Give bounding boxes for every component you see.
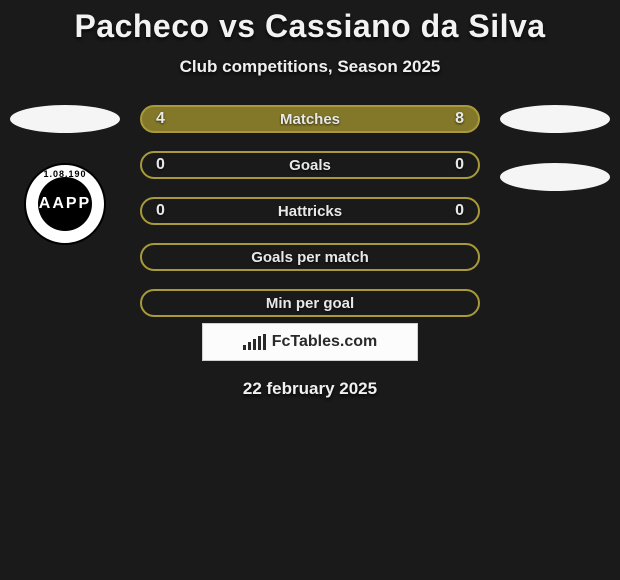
club-logo-placeholder [500, 163, 610, 191]
club-logo-left: 1.08.190 AAPP [24, 163, 106, 245]
stat-label: Matches [280, 111, 340, 128]
icon-bar [248, 342, 251, 350]
stat-bar: 4 Matches 8 [140, 105, 480, 133]
stat-right-value: 0 [455, 156, 464, 174]
right-player-column [500, 105, 610, 191]
stat-bar: Goals per match [140, 243, 480, 271]
stat-left-value: 4 [156, 110, 165, 128]
icon-bar [263, 334, 266, 350]
attribution-text: FcTables.com [272, 333, 378, 351]
left-player-column: 1.08.190 AAPP [10, 105, 120, 245]
player-avatar-placeholder [10, 105, 120, 133]
stat-bar: 0 Goals 0 [140, 151, 480, 179]
stat-right-value: 0 [455, 202, 464, 220]
icon-bar [258, 336, 261, 350]
stat-bar: 0 Hattricks 0 [140, 197, 480, 225]
stat-label: Min per goal [266, 295, 354, 312]
club-logo-inner: AAPP [38, 177, 92, 231]
club-abbrev: AAPP [39, 195, 91, 213]
icon-bar [253, 339, 256, 350]
stat-bar: Min per goal [140, 289, 480, 317]
subtitle: Club competitions, Season 2025 [0, 57, 620, 77]
comparison-area: 1.08.190 AAPP 4 Matches 8 0 Goals 0 0 Hattricks… [0, 105, 620, 317]
stat-label: Hattricks [278, 203, 342, 220]
stat-right-value: 8 [455, 110, 464, 128]
stat-left-value: 0 [156, 202, 165, 220]
attribution[interactable]: FcTables.com [202, 323, 418, 361]
stat-label: Goals per match [251, 249, 369, 266]
stat-left-value: 0 [156, 156, 165, 174]
stat-label: Goals [289, 157, 331, 174]
page-title: Pacheco vs Cassiano da Silva [0, 8, 620, 45]
attribution-box: FcTables.com [0, 323, 620, 361]
icon-bar [243, 345, 246, 350]
chart-icon [243, 334, 266, 350]
date-label: 22 february 2025 [0, 379, 620, 399]
player-avatar-placeholder [500, 105, 610, 133]
stats-card: Pacheco vs Cassiano da Silva Club compet… [0, 0, 620, 399]
stats-column: 4 Matches 8 0 Goals 0 0 Hattricks 0 Goals per mat… [140, 105, 480, 317]
